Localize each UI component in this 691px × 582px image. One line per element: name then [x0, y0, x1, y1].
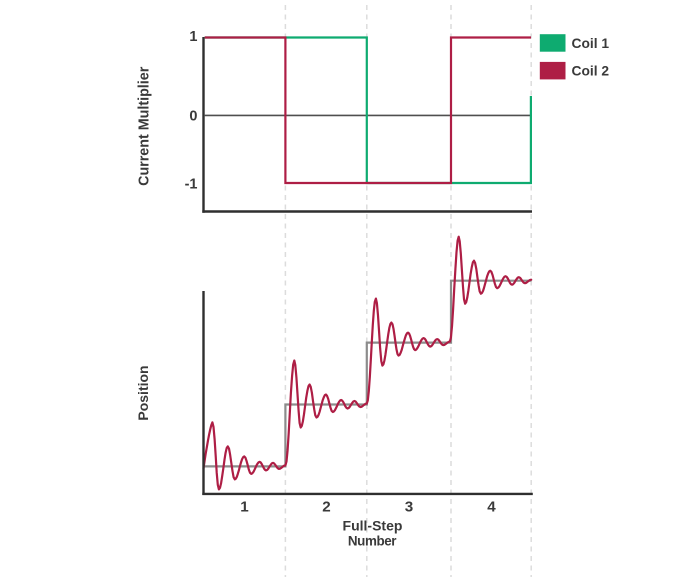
svg-text:Full-Step: Full-Step: [343, 517, 403, 533]
svg-text:Number: Number: [348, 534, 397, 549]
svg-text:Position: Position: [135, 365, 151, 420]
svg-text:4: 4: [487, 499, 496, 516]
svg-text:Coil 2: Coil 2: [572, 64, 610, 79]
svg-text:Coil 1: Coil 1: [572, 36, 610, 51]
svg-text:1: 1: [240, 499, 249, 516]
svg-text:3: 3: [405, 499, 413, 516]
svg-text:2: 2: [322, 499, 330, 516]
svg-text:1: 1: [189, 29, 197, 45]
svg-text:Current Multiplier: Current Multiplier: [137, 66, 153, 186]
svg-text:-1: -1: [185, 177, 198, 193]
svg-text:0: 0: [189, 108, 197, 124]
